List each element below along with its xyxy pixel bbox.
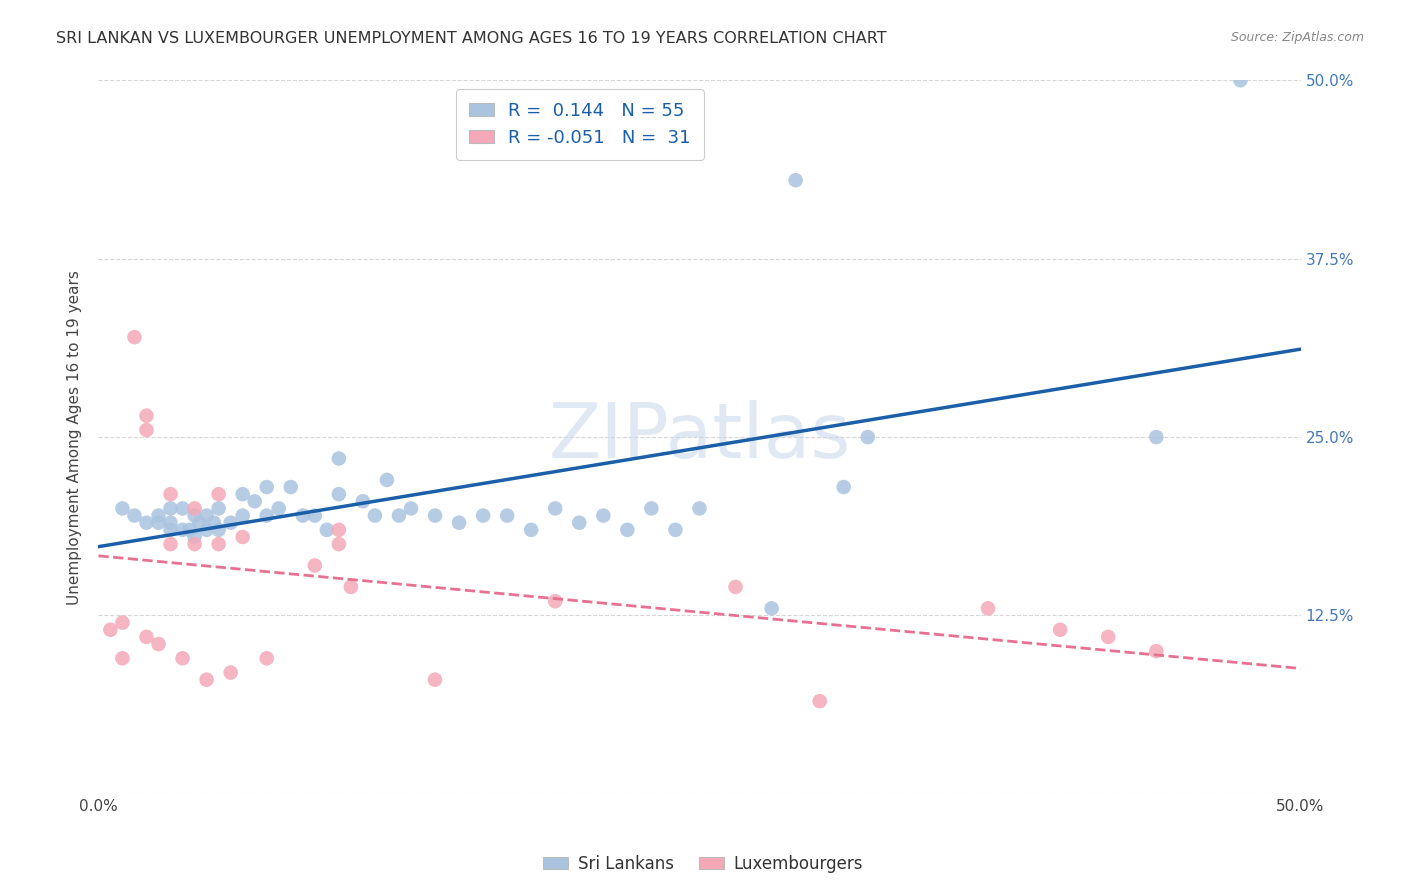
- Point: [195, 673, 218, 687]
- Point: [148, 508, 170, 523]
- Point: [304, 508, 326, 523]
- Point: [328, 487, 350, 501]
- Point: [208, 537, 231, 551]
- Point: [1144, 430, 1167, 444]
- Point: [111, 615, 134, 630]
- Point: [291, 508, 314, 523]
- Point: [159, 487, 181, 501]
- Point: [340, 580, 363, 594]
- Point: [616, 523, 638, 537]
- Point: [328, 523, 350, 537]
- Point: [256, 651, 278, 665]
- Point: [689, 501, 711, 516]
- Point: [232, 508, 254, 523]
- Point: [159, 537, 181, 551]
- Point: [568, 516, 591, 530]
- Point: [159, 523, 181, 537]
- Point: [202, 516, 225, 530]
- Point: [328, 451, 350, 466]
- Point: [808, 694, 831, 708]
- Point: [124, 508, 146, 523]
- Point: [724, 580, 747, 594]
- Legend: R =  0.144   N = 55, R = -0.051   N =  31: R = 0.144 N = 55, R = -0.051 N = 31: [456, 89, 703, 160]
- Point: [172, 523, 194, 537]
- Point: [183, 508, 205, 523]
- Point: [208, 501, 231, 516]
- Point: [188, 516, 211, 530]
- Point: [179, 523, 201, 537]
- Point: [1144, 644, 1167, 658]
- Point: [832, 480, 855, 494]
- Point: [219, 665, 242, 680]
- Point: [977, 601, 1000, 615]
- Point: [280, 480, 302, 494]
- Point: [135, 516, 157, 530]
- Y-axis label: Unemployment Among Ages 16 to 19 years: Unemployment Among Ages 16 to 19 years: [67, 269, 83, 605]
- Point: [472, 508, 495, 523]
- Point: [267, 501, 290, 516]
- Point: [375, 473, 398, 487]
- Point: [159, 501, 181, 516]
- Point: [135, 409, 157, 423]
- Point: [592, 508, 614, 523]
- Point: [544, 594, 567, 608]
- Point: [111, 501, 134, 516]
- Point: [856, 430, 879, 444]
- Point: [256, 508, 278, 523]
- Point: [364, 508, 387, 523]
- Point: [423, 673, 446, 687]
- Point: [496, 508, 519, 523]
- Point: [256, 480, 278, 494]
- Point: [148, 516, 170, 530]
- Point: [785, 173, 807, 187]
- Point: [208, 487, 231, 501]
- Point: [352, 494, 374, 508]
- Point: [399, 501, 422, 516]
- Point: [1049, 623, 1071, 637]
- Point: [124, 330, 146, 344]
- Point: [232, 530, 254, 544]
- Text: ZIPatlas: ZIPatlas: [548, 401, 851, 474]
- Point: [243, 494, 266, 508]
- Point: [304, 558, 326, 573]
- Point: [172, 501, 194, 516]
- Point: [195, 523, 218, 537]
- Point: [315, 523, 337, 537]
- Text: SRI LANKAN VS LUXEMBOURGER UNEMPLOYMENT AMONG AGES 16 TO 19 YEARS CORRELATION CH: SRI LANKAN VS LUXEMBOURGER UNEMPLOYMENT …: [56, 31, 887, 46]
- Point: [100, 623, 122, 637]
- Point: [761, 601, 783, 615]
- Point: [328, 537, 350, 551]
- Point: [640, 501, 662, 516]
- Point: [423, 508, 446, 523]
- Point: [135, 630, 157, 644]
- Point: [172, 651, 194, 665]
- Point: [388, 508, 411, 523]
- Point: [1229, 73, 1251, 87]
- Point: [183, 501, 205, 516]
- Point: [1097, 630, 1119, 644]
- Point: [183, 530, 205, 544]
- Text: Source: ZipAtlas.com: Source: ZipAtlas.com: [1230, 31, 1364, 45]
- Point: [664, 523, 686, 537]
- Point: [183, 537, 205, 551]
- Point: [135, 423, 157, 437]
- Point: [208, 523, 231, 537]
- Point: [159, 516, 181, 530]
- Point: [544, 501, 567, 516]
- Point: [232, 487, 254, 501]
- Point: [447, 516, 470, 530]
- Point: [219, 516, 242, 530]
- Point: [195, 508, 218, 523]
- Legend: Sri Lankans, Luxembourgers: Sri Lankans, Luxembourgers: [536, 848, 870, 880]
- Point: [111, 651, 134, 665]
- Point: [520, 523, 543, 537]
- Point: [148, 637, 170, 651]
